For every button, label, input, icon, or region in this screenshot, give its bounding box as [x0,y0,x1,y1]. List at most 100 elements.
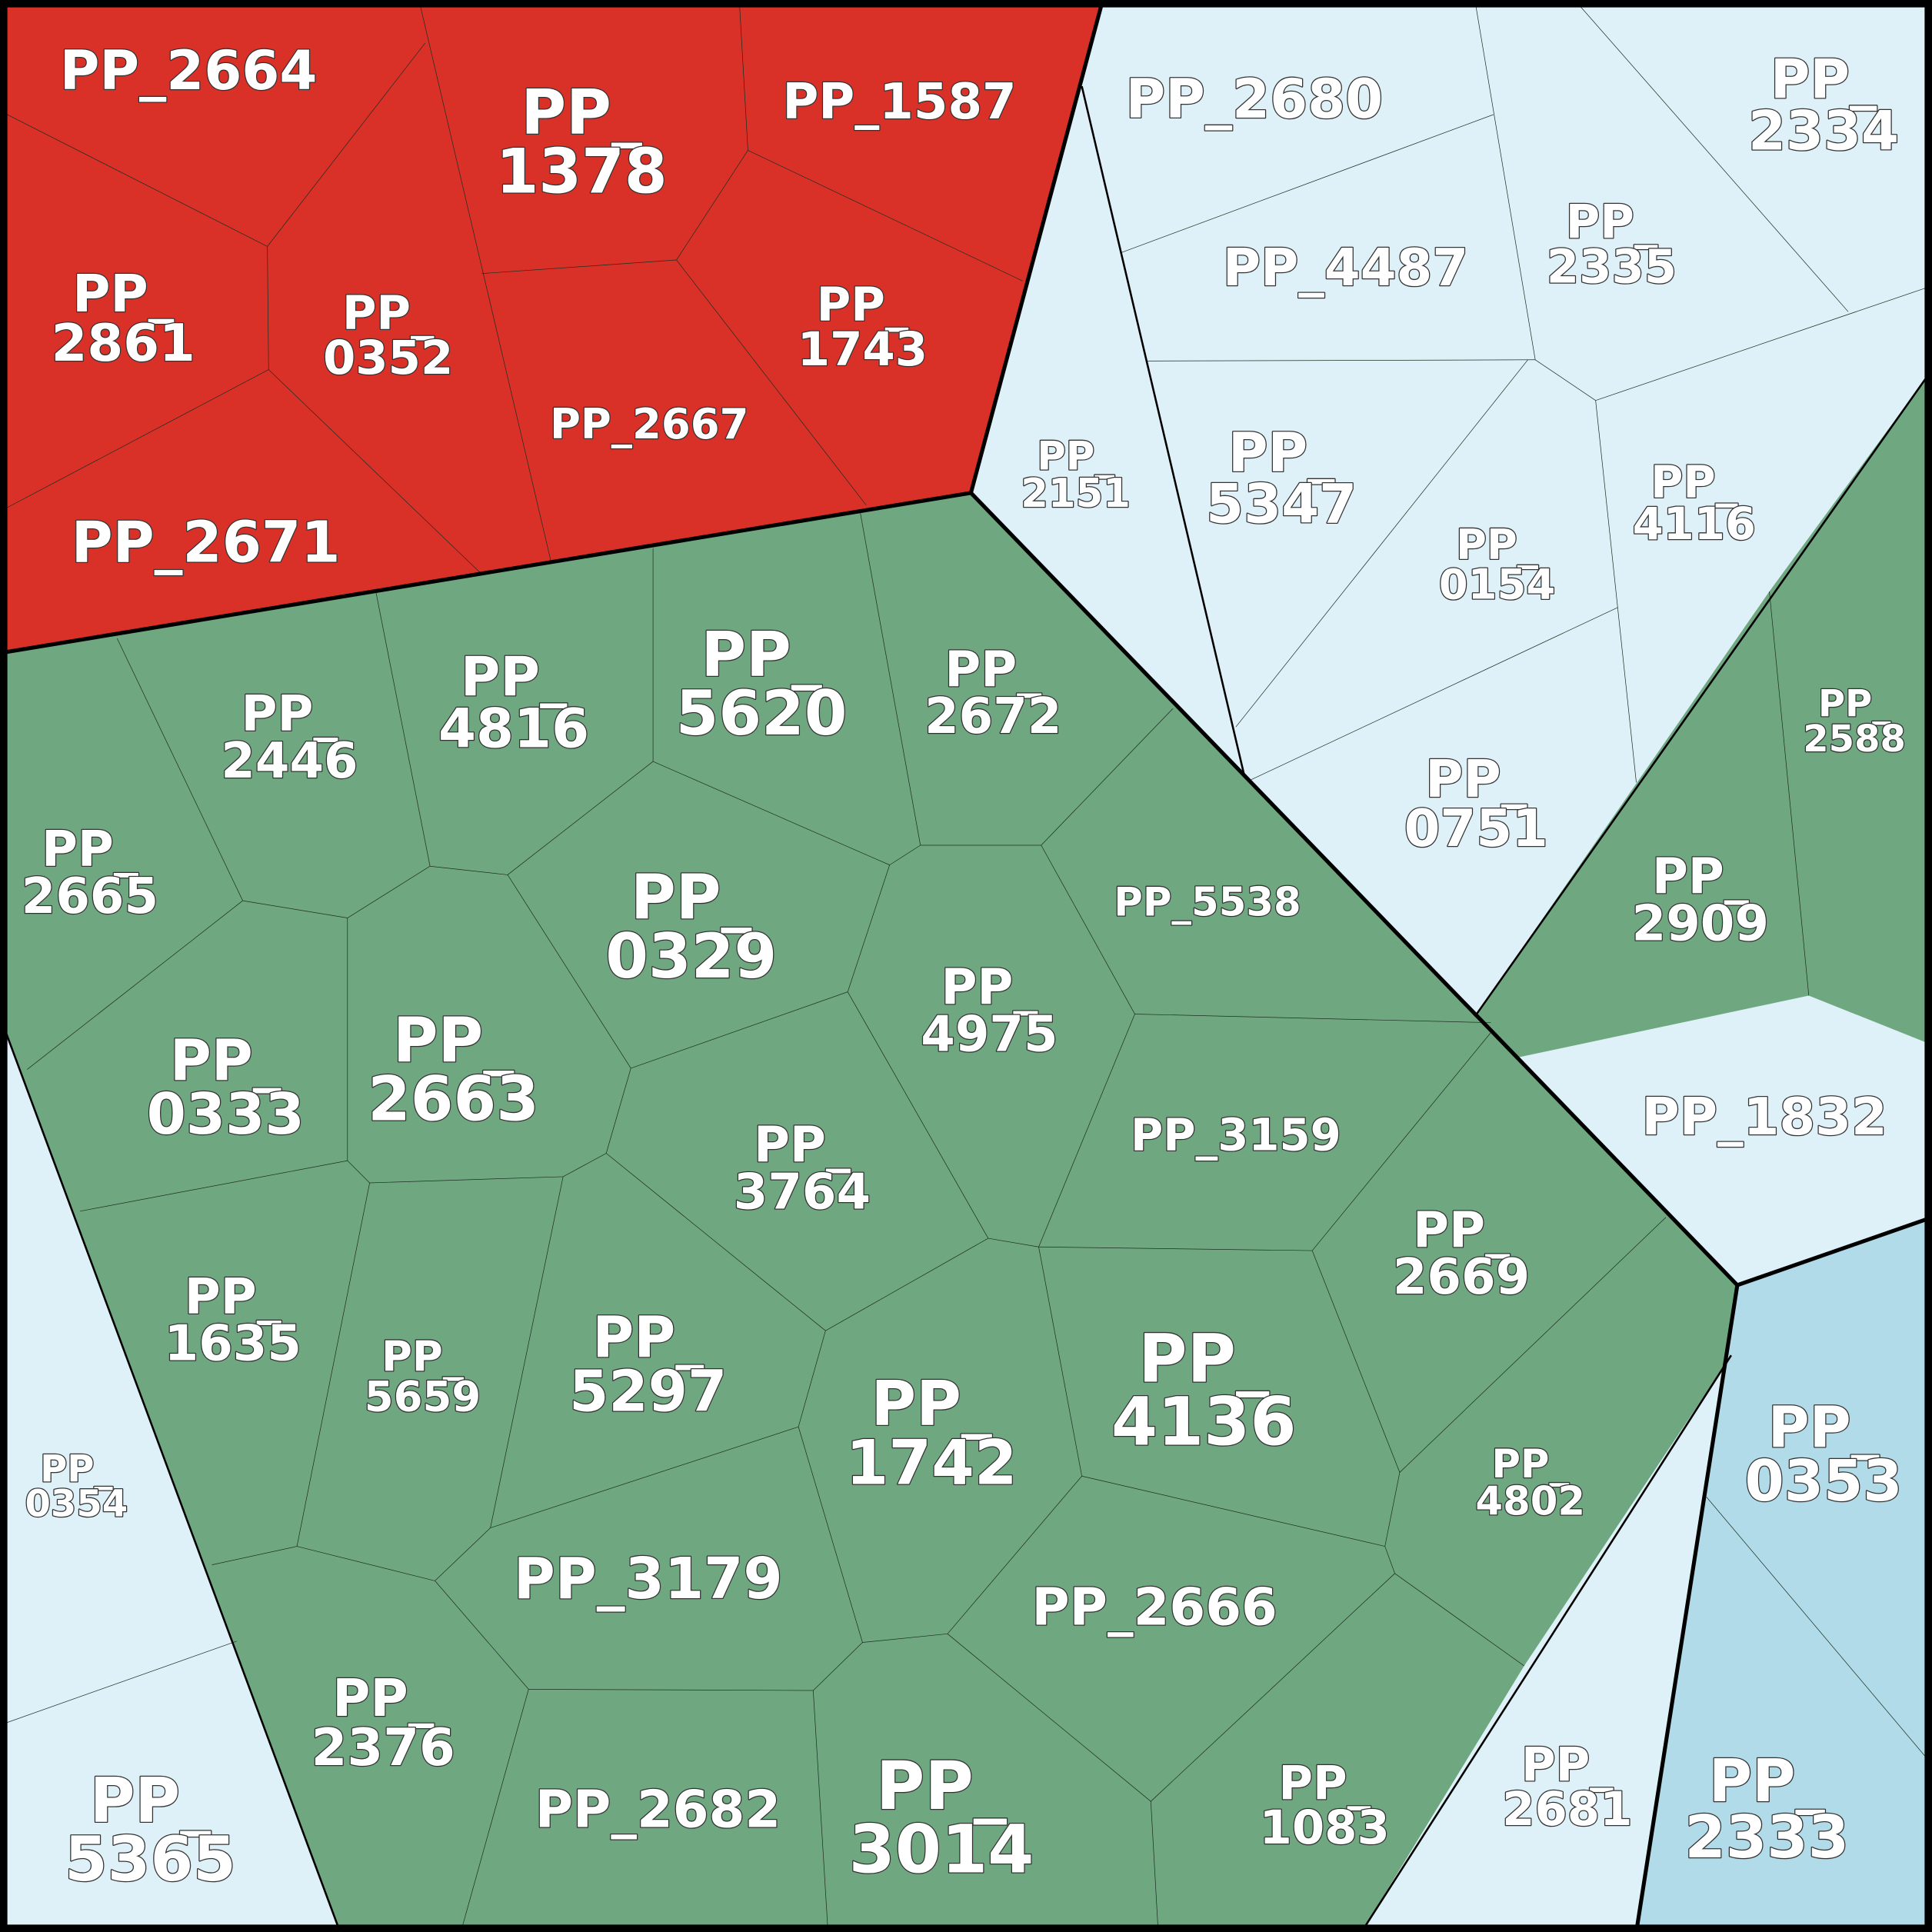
cell-edge [296,1182,370,1547]
label-line: PP_ [817,278,909,332]
cell-edge [862,1633,948,1643]
label-line: PP_ [381,1332,465,1381]
cell-label: PP_ 5297 [569,1305,727,1424]
cell-edge [1038,1246,1313,1251]
cell-edge [435,1581,529,1690]
cell-edge [1041,708,1174,846]
cell-edge [825,1237,989,1331]
label-line: PP_ [876,1748,1008,1825]
cell-edge [1574,0,1849,312]
cell-label: PP_ 0353 [1744,1395,1902,1514]
cell-edge [1474,0,1536,360]
cell-edge [748,150,1023,281]
label-line: PP_ [1566,195,1658,250]
label-line: 2681 [1502,1782,1632,1837]
label-line: 4802 [1475,1479,1585,1525]
border [0,1016,341,1932]
cell-label: PP_ 5365 [65,1765,236,1895]
cell-label: PP_ 1742 [846,1368,1018,1498]
cell-edge [268,369,481,574]
label-line: 1743 [798,322,928,377]
cell-label: PP_ 2334 [1748,48,1899,162]
label-line: 4116 [1633,498,1756,550]
cell-edge [0,110,268,247]
label-line: PP_ [1770,48,1877,111]
cell-label: PP_ 2335 [1547,195,1677,295]
label-line: 0352 [323,331,453,385]
cell-edge [1041,844,1135,1014]
cell-edge [418,0,551,561]
cell-label: PP_ 0751 [1404,749,1548,858]
cell-edge [738,0,748,151]
cell-label: PP_3179 [514,1547,783,1612]
cell-label: PP_3159 [1131,1109,1341,1161]
cell-label: PP_ 5347 [1206,421,1357,536]
cell-label: PP_ 2588 [1803,682,1906,761]
cell-label: PP_ 1743 [798,278,928,377]
cell-label: PP_ 5659 [365,1332,481,1421]
label-line: PP_ [1818,682,1891,725]
cell-label: PP_2666 [1031,1577,1277,1637]
cell-label: PP_ 0333 [147,1028,305,1148]
cell-label: PP_ 2909 [1632,848,1769,952]
label-line: PP_ [90,1765,212,1837]
cell-edge [1769,591,1810,996]
label-line: PP_ [1425,749,1527,809]
cell-label: PP_ 1378 [496,77,668,207]
cell-edge [859,511,921,846]
cell-edge [460,1689,529,1932]
cell-label: PP_ 4816 [438,645,589,760]
cell-edge [242,900,348,918]
label-line: PP_ [393,1005,515,1077]
label-line: PP_ [332,1668,435,1728]
label-line: 2663 [368,1064,539,1135]
cell-edge [947,1476,1082,1634]
cell-edge [1534,359,1596,401]
red-region [0,0,1103,654]
border [968,0,1105,494]
cell-label: PP_2671 [72,511,341,576]
cell-edge [267,246,269,370]
label-line: 2376 [311,1717,455,1777]
label-line: 2665 [22,868,158,925]
label-line: PP_ [631,862,752,934]
cell-edge [481,259,677,275]
cell-edge [1706,1497,1932,1765]
cell-edge [1038,1247,1082,1477]
label-line: PP_ [1651,455,1738,508]
label-line: PP_ [170,1028,281,1094]
label-line: 2672 [924,688,1061,745]
label-line: PP_ [941,960,1038,1017]
cell-label: PP_4487 [1223,238,1468,298]
cell-edge [1311,1032,1491,1251]
label-line: 2669 [1393,1249,1530,1306]
label-line: 2446 [221,733,358,790]
cell-label: PP_2664 [60,39,318,102]
label-line: PP_ [1521,1737,1614,1792]
cell-edge [1121,114,1494,253]
cell-edge [490,1426,799,1528]
border [1081,85,1246,777]
cell-label: PP_ 4136 [1111,1321,1297,1461]
cell-label: PP_5538 [1114,880,1301,926]
cell-edge [813,1642,863,1691]
cell-label: PP_ 0352 [323,286,453,385]
cell-edge [1150,1801,1159,1932]
label-line: PP_ [701,619,822,691]
cell-label: PP_2682 [535,1779,781,1839]
cell-edge [652,761,890,865]
label-line: 5347 [1206,473,1357,536]
cell-edge [1595,400,1637,783]
cell-edge [267,42,425,247]
label-line: 5365 [65,1824,236,1895]
cell-label: PP_ 2151 [1021,433,1131,517]
cell-label: PP_ 4975 [921,960,1058,1064]
cell-edge [212,1546,298,1565]
label-line: PP_ [40,1447,113,1491]
label-line: 2334 [1748,99,1899,162]
cell-edge [1384,1472,1401,1547]
label-line: 5297 [569,1359,727,1424]
